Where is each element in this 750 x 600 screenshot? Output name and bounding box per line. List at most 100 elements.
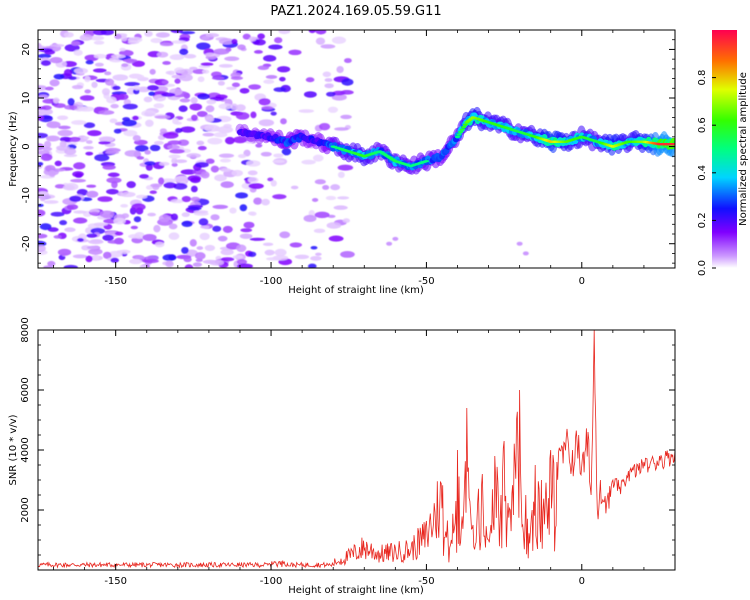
heatmap-noise-blob bbox=[46, 121, 61, 129]
heatmap-noise-blob bbox=[298, 109, 315, 113]
heatmap-noise-blob bbox=[200, 171, 210, 179]
heatmap-noise-blob bbox=[217, 126, 234, 134]
heatmap-noise-blob bbox=[128, 234, 141, 239]
heatmap-noise-blob bbox=[39, 223, 52, 231]
heatmap-noise-blob bbox=[79, 34, 93, 41]
heatmap-noise-blob bbox=[69, 195, 82, 202]
heatmap-noise-blob bbox=[190, 185, 198, 193]
heatmap-noise-blob bbox=[161, 92, 176, 97]
heatmap-noise-blob bbox=[145, 119, 154, 127]
heatmap-noise-blob bbox=[38, 233, 48, 239]
heatmap-noise-blob bbox=[153, 94, 166, 102]
heatmap-noise-blob bbox=[290, 185, 299, 190]
heatmap-noise-blob bbox=[175, 127, 183, 133]
heatmap-noise-blob bbox=[84, 75, 91, 83]
heatmap-noise-blob bbox=[73, 217, 88, 224]
heatmap-noise-blob bbox=[342, 218, 351, 223]
heatmap-noise-blob bbox=[185, 249, 198, 257]
heatmap-noise-blob bbox=[83, 122, 96, 129]
heatmap-noise-blob bbox=[261, 198, 270, 206]
heatmap-noise-blob bbox=[265, 74, 278, 79]
heatmap-noise-blob bbox=[123, 130, 138, 137]
snr-y-ticks: 2000 4000 6000 8000 bbox=[20, 317, 675, 556]
heatmap-noise-blob bbox=[73, 162, 86, 170]
heatmap-noise-blob bbox=[236, 244, 247, 252]
heatmap-noise-blob bbox=[310, 255, 322, 261]
heatmap-noise-blob bbox=[279, 231, 291, 239]
heatmap-noise-blob bbox=[199, 232, 210, 241]
heatmap-noise-blob bbox=[38, 106, 47, 110]
heatmap-noise-blob bbox=[322, 71, 332, 78]
heatmap-noise-blob bbox=[133, 85, 140, 91]
heatmap-noise-blob bbox=[149, 144, 161, 152]
heatmap-noise-blob bbox=[331, 36, 347, 44]
heatmap-noise-blob bbox=[107, 172, 120, 178]
heatmap-noise-blob bbox=[196, 110, 208, 118]
heatmap-noise-blob bbox=[45, 135, 60, 142]
heatmap-noise-blob bbox=[224, 56, 240, 62]
heatmap-noise-blob bbox=[98, 141, 111, 145]
heatmap-noise-blob bbox=[127, 36, 143, 43]
heatmap-noise-blob bbox=[218, 63, 233, 68]
heatmap-noise-blob bbox=[130, 225, 138, 230]
heatmap-noise-blob bbox=[196, 140, 205, 146]
heatmap-noise-blob bbox=[132, 134, 141, 142]
heatmap-noise-blob bbox=[100, 30, 115, 36]
heatmap-noise-blob bbox=[139, 264, 148, 268]
heatmap-noise-blob bbox=[243, 221, 255, 229]
heatmap-noise-blob bbox=[110, 103, 119, 109]
heatmap-noise-blob bbox=[63, 264, 79, 268]
heatmap-noise-blob bbox=[196, 42, 211, 50]
heatmap-noise-blob bbox=[106, 177, 122, 184]
heatmap-noise-blob bbox=[274, 37, 283, 44]
heatmap-noise-blob bbox=[280, 118, 287, 125]
heatmap-noise-blob bbox=[270, 180, 277, 187]
heatmap-noise-blob bbox=[313, 228, 326, 234]
heatmap-noise-blob bbox=[153, 140, 164, 146]
heatmap-noise-blob bbox=[205, 116, 215, 123]
heatmap-noise-blob bbox=[253, 197, 263, 205]
heatmap-noise-blob bbox=[53, 103, 66, 108]
heatmap-noise-blob bbox=[131, 203, 146, 211]
heatmap-noise-blob bbox=[193, 210, 209, 214]
heatmap-noise-blob bbox=[268, 44, 283, 50]
heatmap-ridge-peak bbox=[461, 125, 467, 129]
heatmap-noise-blob bbox=[246, 160, 261, 167]
heatmap-noise-blob bbox=[150, 183, 163, 188]
heatmap-noise-blob bbox=[113, 128, 122, 134]
figure-title: PAZ1.2024.169.05.59.G11 bbox=[270, 4, 441, 19]
heatmap-noise-blob bbox=[168, 232, 180, 240]
heatmap-noise-blob bbox=[59, 220, 68, 226]
heatmap-noise-blob bbox=[72, 254, 88, 259]
heatmap-noise-blob bbox=[149, 190, 157, 195]
heatmap-noise-blob bbox=[73, 210, 87, 214]
heatmap-noise-blob bbox=[168, 223, 178, 230]
heatmap-noise-blob bbox=[38, 111, 44, 116]
heatmap-noise-blob bbox=[71, 120, 87, 125]
heatmap-noise-blob bbox=[261, 106, 274, 110]
heatmap-noise-blob bbox=[39, 195, 46, 202]
snr-x-ticks: -150 -100 -50 0 bbox=[53, 330, 676, 587]
heatmap-noise-blob bbox=[141, 110, 156, 117]
heatmap-noise-blob bbox=[44, 140, 52, 149]
heatmap-noise-blob bbox=[220, 168, 232, 173]
heatmap-noise-blob bbox=[177, 139, 190, 146]
heatmap-noise-blob bbox=[98, 136, 115, 142]
heatmap-noise-blob bbox=[149, 68, 156, 75]
x-tick-label: -50 bbox=[418, 276, 434, 287]
snr-y-label: SNR (10 * v/v) bbox=[8, 414, 19, 485]
heatmap-noise-blob bbox=[147, 85, 159, 91]
y-tick-label: 2000 bbox=[20, 497, 31, 522]
heatmap-noise-blob bbox=[119, 49, 134, 57]
heatmap-noise-blob bbox=[87, 245, 99, 250]
heatmap-noise-blob bbox=[263, 79, 275, 84]
heatmap-noise-blob bbox=[344, 58, 352, 64]
heatmap-noise-blob bbox=[334, 127, 349, 131]
heatmap-noise-blob bbox=[201, 36, 210, 40]
heatmap-noise-blob bbox=[258, 119, 275, 127]
heatmap-noise-blob bbox=[231, 38, 238, 45]
heatmap-noise-blob bbox=[328, 235, 344, 242]
heatmap-noise-blob bbox=[42, 147, 53, 151]
heatmap-noise-blob bbox=[101, 88, 111, 96]
heatmap-noise-blob bbox=[40, 60, 51, 66]
